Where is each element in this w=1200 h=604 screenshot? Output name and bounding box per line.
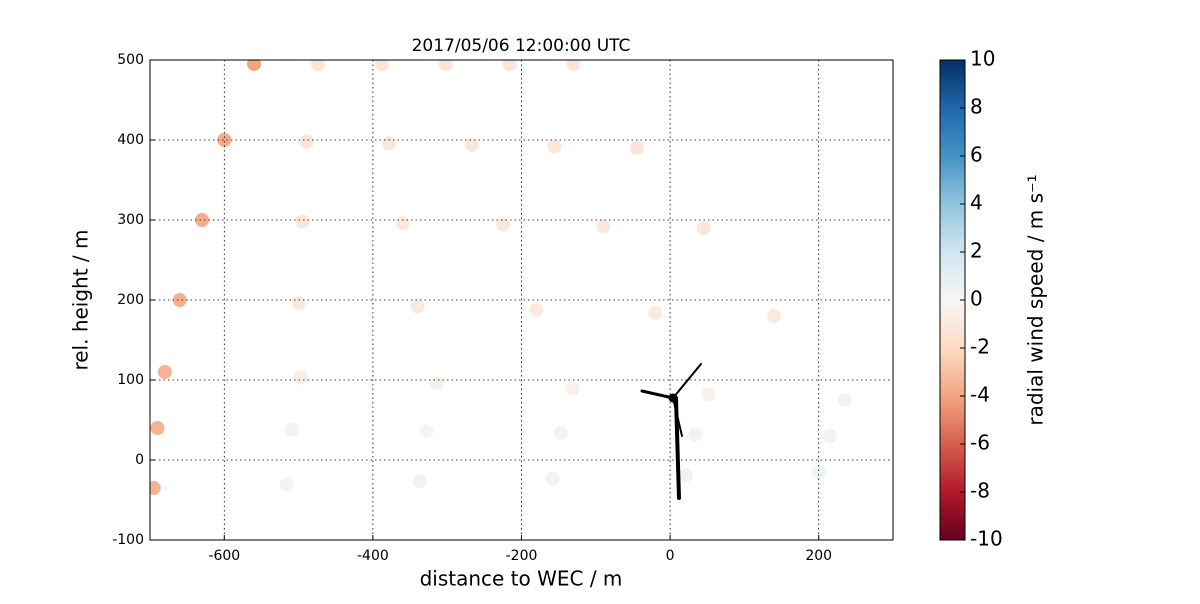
point: [410, 299, 425, 314]
point: [299, 134, 314, 149]
colorbar-tick-label: -8: [970, 479, 990, 503]
point: [419, 424, 434, 439]
chart-title: 2017/05/06 12:00:00 UTC: [412, 36, 631, 56]
colorbar-tick-label: 6: [970, 143, 983, 167]
point: [811, 465, 826, 479]
points: [150, 60, 852, 495]
x-axis-label: distance to WEC / m: [420, 567, 623, 591]
point: [837, 393, 852, 407]
point: [438, 60, 453, 71]
colorbar-tick-label: 2: [970, 239, 983, 263]
point: [553, 425, 568, 440]
y-tick-label: -100: [112, 532, 144, 548]
point: [565, 381, 580, 396]
y-tick-label: 300: [117, 212, 144, 228]
x-tick-label: 200: [805, 548, 832, 564]
colorbar-tick-label: -2: [970, 335, 990, 359]
colorbar-tick-label: 8: [970, 95, 983, 119]
x-tick-label: -400: [357, 548, 389, 564]
y-tick-label: 400: [117, 132, 144, 148]
x-tick-label: 0: [666, 548, 675, 564]
y-axis-label: rel. height / m: [69, 229, 93, 370]
point: [696, 221, 711, 235]
point: [247, 60, 262, 71]
point: [547, 139, 562, 154]
point: [150, 481, 161, 495]
point: [195, 213, 210, 227]
point: [310, 60, 325, 71]
point: [150, 421, 165, 435]
y-tick-label: 200: [117, 292, 144, 308]
point: [596, 219, 611, 234]
point: [157, 365, 172, 379]
point: [291, 296, 306, 311]
point: [701, 387, 716, 402]
colorbar-tick-label: 0: [970, 287, 983, 311]
y-tick-label: 100: [117, 372, 144, 388]
x-tick-label: -600: [208, 548, 240, 564]
colorbar-tick-label: 10: [970, 47, 995, 71]
point: [767, 309, 782, 323]
point: [293, 370, 308, 385]
y-tick-label: 500: [117, 52, 144, 68]
point: [688, 427, 703, 442]
colorbar-tick-label: -6: [970, 431, 990, 455]
point: [217, 133, 232, 147]
point: [412, 474, 427, 489]
turbine: [640, 363, 702, 500]
point: [172, 293, 187, 307]
point: [374, 60, 389, 71]
point: [566, 60, 581, 71]
x-tick-label: -200: [506, 548, 538, 564]
colorbar-tick-label: -4: [970, 383, 990, 407]
point: [279, 477, 294, 492]
point: [495, 217, 510, 232]
colorbar-label: radial wind speed / m s⁻¹: [1024, 174, 1048, 425]
point: [545, 471, 560, 486]
point: [395, 216, 410, 231]
colorbar-tick-label: -10: [970, 527, 1003, 551]
point: [822, 429, 837, 443]
point: [529, 302, 544, 317]
point: [284, 422, 299, 437]
point: [464, 137, 479, 152]
point: [678, 468, 693, 483]
colorbar-tick-label: 4: [970, 191, 983, 215]
point: [502, 60, 517, 71]
point: [629, 141, 644, 155]
y-tick-label: 0: [135, 452, 144, 468]
point: [429, 376, 444, 391]
point: [295, 214, 310, 229]
point: [382, 136, 397, 151]
point: [648, 305, 663, 320]
